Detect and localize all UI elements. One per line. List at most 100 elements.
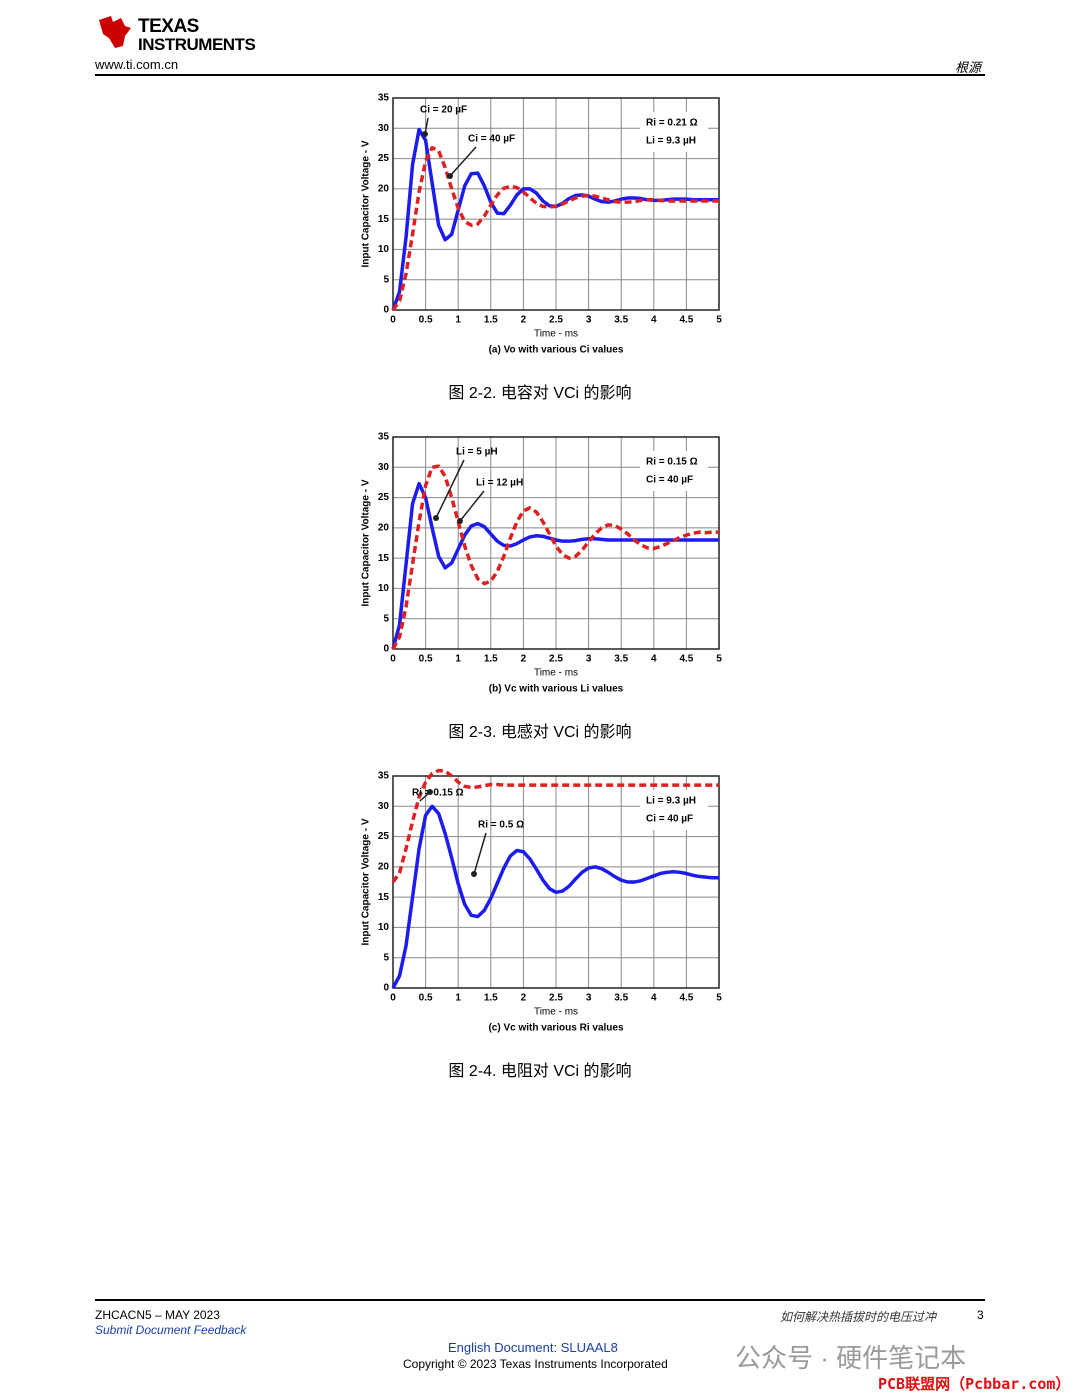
y-tick-label: 25 <box>378 831 390 842</box>
chart-subtitle: (b) Vc with various Li values <box>489 684 624 695</box>
x-tick-label: 1.5 <box>484 315 498 326</box>
y-tick-label: 0 <box>383 983 389 994</box>
annotation: Li = 9.3 µH <box>646 796 696 807</box>
data-line <box>391 464 719 650</box>
chart-subtitle: (a) Vo with various Ci values <box>489 345 624 356</box>
param-box <box>640 112 708 152</box>
y-tick-label: 0 <box>383 644 389 655</box>
annotation: Ri = 0.21 Ω <box>646 118 698 129</box>
x-tick-label: 5 <box>716 654 722 665</box>
y-tick-label: 20 <box>378 861 390 872</box>
x-tick-label: 4.5 <box>679 654 693 665</box>
logo-icon <box>99 16 131 48</box>
feedback-link[interactable]: Submit Document Feedback <box>95 1323 247 1337</box>
logo-text: TEXAS <box>138 16 199 37</box>
x-tick-label: 3 <box>586 654 592 665</box>
x-axis-label: Time - ms <box>534 668 578 679</box>
header-url: www.ti.com.cn <box>95 57 179 72</box>
watermark-site: PCB联盟网（Pcbbar.com） <box>878 1375 1071 1393</box>
x-tick-label: 1 <box>455 315 461 326</box>
x-tick-label: 4 <box>651 654 657 665</box>
x-tick-label: 4.5 <box>679 993 693 1004</box>
x-tick-label: 5 <box>716 315 722 326</box>
annotation-arrow <box>473 832 487 875</box>
annotation: Ri = 0.5 Ω <box>478 820 524 831</box>
doc-id: ZHCACN5 – MAY 2023 <box>95 1308 220 1322</box>
x-tick-label: 1.5 <box>484 993 498 1004</box>
annotation-arrow <box>459 490 485 522</box>
page-number: 3 <box>977 1308 984 1322</box>
x-tick-label: 0.5 <box>419 993 433 1004</box>
y-tick-label: 5 <box>383 952 389 963</box>
annotation: Ri = 0.15 Ω <box>646 457 698 468</box>
plot-border <box>392 97 720 311</box>
data-line <box>391 804 719 989</box>
data-line <box>391 481 719 650</box>
x-tick-label: 3.5 <box>614 315 628 326</box>
y-tick-label: 15 <box>378 214 390 225</box>
annotation: Ci = 40 µF <box>646 814 693 825</box>
arrow-head <box>433 515 439 521</box>
x-tick-label: 3 <box>586 315 592 326</box>
y-axis-label: Input Capacitor Voltage - V <box>361 818 372 945</box>
x-axis-label: Time - ms <box>534 329 578 340</box>
arrow-head <box>471 871 477 877</box>
y-tick-label: 30 <box>378 801 390 812</box>
y-tick-label: 20 <box>378 522 390 533</box>
x-axis-label: Time - ms <box>534 1007 578 1018</box>
x-tick-label: 2.5 <box>549 654 563 665</box>
y-axis-label: Input Capacitor Voltage - V <box>361 140 372 267</box>
y-tick-label: 10 <box>378 244 390 255</box>
watermark: 公众号 · 硬件笔记本 <box>735 1343 967 1373</box>
y-tick-label: 10 <box>378 922 390 933</box>
annotation: Li = 5 µH <box>456 447 498 458</box>
x-tick-label: 1 <box>455 993 461 1004</box>
y-tick-label: 30 <box>378 462 390 473</box>
y-tick-label: 10 <box>378 583 390 594</box>
x-tick-label: 0.5 <box>419 315 433 326</box>
chart-subtitle: (c) Vc with various Ri values <box>488 1023 623 1034</box>
x-tick-label: 1 <box>455 654 461 665</box>
annotation: Ci = 40 µF <box>646 475 693 486</box>
x-tick-label: 2 <box>521 993 527 1004</box>
y-tick-label: 5 <box>383 274 389 285</box>
x-tick-label: 5 <box>716 993 722 1004</box>
data-line <box>391 768 719 884</box>
y-tick-label: 35 <box>378 93 390 104</box>
x-tick-label: 4 <box>651 993 657 1004</box>
x-tick-label: 0 <box>390 993 396 1004</box>
y-tick-label: 15 <box>378 553 390 564</box>
x-tick-label: 2 <box>521 315 527 326</box>
x-tick-label: 2 <box>521 654 527 665</box>
y-tick-label: 0 <box>383 305 389 316</box>
param-box <box>640 790 708 830</box>
x-tick-label: 4 <box>651 315 657 326</box>
x-tick-label: 2.5 <box>549 993 563 1004</box>
english-doc-link[interactable]: English Document: SLUAAL8 <box>448 1340 618 1355</box>
logo-text: INSTRUMENTS <box>138 35 256 54</box>
x-tick-label: 3.5 <box>614 993 628 1004</box>
arrow-head <box>457 518 463 524</box>
x-tick-label: 0 <box>390 654 396 665</box>
header-rule <box>95 74 985 76</box>
y-tick-label: 25 <box>378 153 390 164</box>
annotation: Ri = 0.15 Ω <box>412 788 464 799</box>
y-tick-label: 35 <box>378 432 390 443</box>
figure-caption: 图 2-2. 电容对 VCi 的影响 <box>448 384 631 402</box>
footer-rule <box>95 1299 985 1301</box>
annotation: Ci = 20 µF <box>420 105 467 116</box>
y-tick-label: 30 <box>378 123 390 134</box>
annotation-arrow <box>435 459 465 519</box>
y-tick-label: 15 <box>378 892 390 903</box>
plot-border <box>392 436 720 650</box>
x-tick-label: 2.5 <box>549 315 563 326</box>
x-tick-label: 3.5 <box>614 654 628 665</box>
y-tick-label: 5 <box>383 613 389 624</box>
arrow-head <box>422 131 428 137</box>
x-tick-label: 3 <box>586 993 592 1004</box>
x-tick-label: 0.5 <box>419 654 433 665</box>
annotation: Ci = 40 µF <box>468 134 515 145</box>
y-tick-label: 25 <box>378 492 390 503</box>
